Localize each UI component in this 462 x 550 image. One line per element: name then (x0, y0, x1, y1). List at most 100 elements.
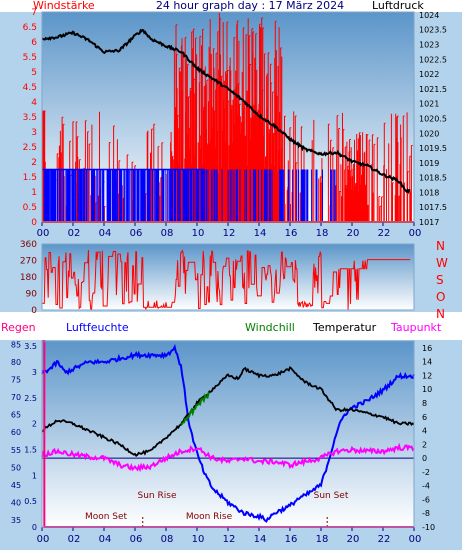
legend-luftfeuchte: Luftfeuchte (66, 321, 129, 334)
direction-tick-label: 360 (20, 240, 37, 250)
time-tick-label: 10 (192, 228, 205, 239)
rain-tick-label: 0.5 (24, 497, 37, 506)
time-tick-label: 14 (254, 534, 267, 545)
humidity-tick-label: 75 (11, 376, 21, 385)
temperature-tick-label: -10 (422, 523, 435, 532)
wind-tick-label: 2 (31, 158, 37, 168)
humidity-tick-label: 85 (11, 341, 21, 350)
time-tick-label: 18 (316, 228, 329, 239)
humidity-tick-label: 40 (11, 498, 21, 507)
rain-tick-label: 3 (32, 368, 37, 377)
wind-tick-label: 5 (31, 68, 37, 78)
time-tick-label: 04 (99, 228, 112, 239)
time-tick-label: 16 (285, 534, 298, 545)
humidity-tick-label: 55 (11, 446, 21, 455)
rain-tick-label: 1 (32, 471, 37, 480)
wind-tick-label: 0.5 (23, 203, 37, 213)
pressure-tick-label: 1023.5 (419, 26, 447, 35)
wind-tick-label: 6 (31, 38, 37, 48)
rain-tick-label: 0 (32, 523, 37, 532)
time-tick-label: 08 (161, 534, 174, 545)
temperature-tick-label: 8 (422, 399, 427, 408)
temperature-tick-label: 16 (422, 344, 432, 353)
compass-label: O (436, 290, 445, 304)
pressure-tick-label: 1020.5 (419, 114, 447, 123)
humidity-tick-label: 50 (11, 463, 21, 472)
humidity-tick-label: 80 (11, 358, 21, 367)
direction-tick-label: 180 (20, 273, 37, 283)
time-tick-label: 02 (68, 534, 81, 545)
plot-border-2 (41, 243, 415, 311)
wind-tick-label: 0 (31, 218, 37, 228)
temperature-tick-label: 2 (422, 440, 427, 449)
wind-tick-label: 3 (31, 128, 37, 138)
wind-tick-label: 1 (31, 188, 37, 198)
rain-tick-label: 3.5 (24, 342, 37, 351)
time-tick-label: 02 (68, 228, 81, 239)
direction-tick-label: 90 (26, 290, 38, 300)
time-tick-label: 14 (254, 228, 267, 239)
wind-tick-label: 3.5 (23, 113, 37, 123)
time-tick-label: 16 (285, 228, 298, 239)
rain-tick-label: 1.5 (24, 446, 37, 455)
legend-temperatur: Temperatur (312, 321, 377, 334)
temperature-series (41, 365, 415, 457)
legend-taupunkt: Taupunkt (390, 321, 442, 334)
pressure-tick-label: 1022 (419, 70, 439, 79)
sunrise-label: Sun Rise (138, 491, 177, 501)
moonset-label: Moon Set (85, 512, 128, 522)
temperature-tick-label: 10 (422, 385, 432, 394)
pressure-tick-label: 1018 (419, 188, 439, 197)
pressure-series (41, 28, 411, 195)
direction-tick-label: 270 (20, 257, 37, 267)
sunset-label: Sun Set (314, 491, 349, 501)
time-tick-label: 00 (37, 228, 50, 239)
plot-border-3 (41, 340, 415, 528)
plot-border-1 (41, 11, 415, 223)
wind-tick-label: 5.5 (23, 53, 37, 63)
pressure-axis-title: Luftdruck (372, 0, 424, 12)
title-strip (0, 0, 462, 12)
wind-tick-label: 7 (31, 8, 37, 18)
time-tick-label: 00 (409, 534, 422, 545)
time-tick-label: 22 (378, 534, 391, 545)
pressure-tick-label: 1024 (419, 11, 439, 20)
pressure-tick-label: 1018.5 (419, 174, 447, 183)
rain-tick-label: 2.5 (24, 394, 37, 403)
temperature-tick-label: 6 (422, 413, 427, 422)
windchill-series (180, 392, 210, 426)
pressure-tick-label: 1017 (419, 218, 439, 227)
pressure-tick-label: 1017.5 (419, 203, 447, 212)
temperature-tick-label: 4 (422, 427, 427, 436)
temperature-tick-label: 12 (422, 371, 432, 380)
pressure-tick-label: 1019.5 (419, 144, 447, 153)
pressure-tick-label: 1020 (419, 129, 439, 138)
wind-tick-label: 6.5 (23, 23, 37, 33)
pressure-tick-label: 1023 (419, 41, 439, 50)
direction-tick-label: 0 (31, 306, 37, 316)
wind-mean-series (43, 169, 336, 222)
time-tick-label: 10 (192, 534, 205, 545)
chart-title: 24 hour graph day : 17 März 2024 (156, 0, 344, 12)
temperature-tick-label: 0 (422, 454, 427, 463)
wind-direction-series (41, 249, 411, 311)
time-tick-label: 08 (161, 228, 174, 239)
wind-tick-label: 2.5 (23, 143, 37, 153)
wind-tick-label: 4.5 (23, 83, 37, 93)
temperature-tick-label: -4 (422, 482, 430, 491)
pressure-tick-label: 1021 (419, 100, 439, 109)
temperature-tick-label: -2 (422, 468, 430, 477)
moonrise-label: Moon Rise (186, 512, 233, 522)
humidity-tick-label: 45 (11, 481, 21, 490)
rain-tick-label: 2 (32, 420, 37, 429)
legend-windchill: Windchill (245, 321, 295, 334)
temperature-tick-label: -8 (422, 509, 430, 518)
humidity-tick-label: 60 (11, 428, 21, 437)
plot-area-2 (42, 244, 414, 310)
temperature-tick-label: -6 (422, 495, 430, 504)
wind-tick-label: 1.5 (23, 173, 37, 183)
time-tick-label: 06 (130, 228, 143, 239)
humidity-tick-label: 35 (11, 516, 21, 525)
time-tick-label: 00 (409, 228, 422, 239)
